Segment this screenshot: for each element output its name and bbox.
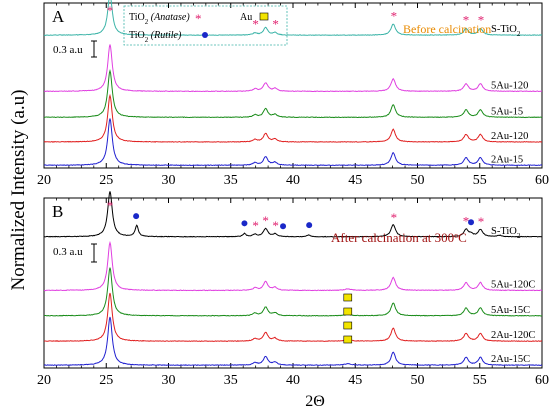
legend-au-marker [259,12,269,21]
series-line-2Au-15 [43,118,543,167]
series-label: 2Au-120 [491,131,528,142]
series-label: 2Au-15C [491,354,530,365]
au-peak-marker [343,293,353,302]
anatase-peak-marker: * [107,3,114,18]
panel-b-scale-label: 0.3 a.u [53,246,83,258]
series-line-S-TiO2 [43,0,543,36]
panel-a-scale-label: 0.3 a.u [53,44,83,56]
panel-b: 20 25 30 35 40 45 50 55 60 ** * ** * * S-TiO25Au-120… [37,191,549,388]
anatase-peak-marker: * [252,17,259,32]
panel-a-letter: A [52,7,65,26]
x-tick-label: 40 [286,173,300,188]
x-tick-label: 45 [348,373,362,388]
legend-anatase-label: TiO2 (Anatase) [129,12,190,26]
x-tick-label: 60 [535,173,549,188]
series-line-2Au-120 [43,93,543,143]
series-label: S-TiO2 [491,226,521,240]
panel-a: 20 25 30 35 40 45 50 55 60 * * * * * * * S-TiO2 5Au-120… [37,0,549,188]
x-tick-label: 45 [348,173,362,188]
anatase-peak-marker: * [391,210,398,225]
x-tick-label: 30 [162,373,176,388]
panel-b-title: After calcination at 300oC [331,230,467,245]
anatase-peak-marker: * [463,213,470,228]
rutile-peak-marker [133,213,140,220]
anatase-peak-marker: * [478,13,485,28]
au-peak-marker [343,335,353,344]
au-peak-marker [343,321,353,330]
x-tick-label: 60 [535,373,549,388]
panel-a-series [43,0,543,167]
panel-b-x-ticks: 20 25 30 35 40 45 50 55 60 [37,198,549,388]
x-tick-label: 40 [286,373,300,388]
series-label: 2Au-120C [491,330,535,341]
series-line-5Au-15 [43,69,543,119]
y-axis-label: Normalized Intensity (a.u) [8,89,29,290]
anatase-peak-marker: * [463,12,470,27]
x-tick-label: 20 [37,173,51,188]
legend-anatase-marker: * [195,11,202,26]
panel-b-letter: B [52,202,63,221]
rutile-peak-marker [280,223,287,230]
anatase-peak-marker: * [478,214,485,229]
anatase-peak-marker: * [272,218,279,233]
series-label: 5Au-120C [491,279,535,290]
rutile-peak-marker [306,222,313,229]
x-tick-label: 55 [473,173,487,188]
series-line-5Au-120 [43,44,543,93]
x-tick-label: 30 [162,173,176,188]
legend: TiO2 (Anatase) * Au TiO2 (Rutile) [123,5,288,46]
x-tick-label: 55 [473,373,487,388]
rutile-peak-marker [468,219,475,226]
x-axis-label: 2Θ [305,393,325,410]
panel-a-series-labels: S-TiO2 5Au-120 5Au-15 2Au-120 2Au-15 [491,24,528,165]
anatase-peak-marker: * [262,213,269,228]
series-line-5Au-120C [43,240,543,292]
x-tick-label: 50 [411,173,425,188]
anatase-peak-marker: * [252,218,259,233]
x-tick-label: 35 [224,373,238,388]
x-tick-label: 25 [99,373,113,388]
panel-a-title: Before calcination [403,22,491,36]
panel-a-x-ticks: 20 25 30 35 40 45 50 55 60 [37,3,549,188]
anatase-peak-marker: * [272,16,279,31]
series-label: 5Au-15C [491,305,530,316]
x-tick-label: 25 [99,173,113,188]
series-label: 2Au-15 [491,154,523,165]
x-tick-label: 50 [411,373,425,388]
panel-b-markers: ** * ** * * [107,198,485,344]
series-label: S-TiO2 [491,24,521,38]
panel-b-series [43,191,543,366]
series-line-2Au-120C [43,292,543,342]
legend-au-label: Au [240,12,252,23]
x-tick-label: 20 [37,373,51,388]
x-tick-label: 35 [224,173,238,188]
rutile-peak-marker [241,220,248,227]
anatase-peak-marker: * [107,198,114,213]
series-line-5Au-15C [43,267,543,317]
legend-rutile-marker [202,32,208,38]
legend-frame [123,5,288,46]
series-line-S-TiO2 [43,191,543,238]
au-peak-marker [343,307,353,316]
series-label: 5Au-120 [491,80,528,91]
anatase-peak-marker: * [391,9,398,24]
legend-rutile-label: TiO2 (Rutile) [129,30,182,44]
series-label: 5Au-15 [491,106,523,117]
series-line-2Au-15C [43,316,543,366]
panel-b-series-labels: S-TiO2 5Au-120C 5Au-15C 2Au-120C 2Au-15C [491,226,535,365]
